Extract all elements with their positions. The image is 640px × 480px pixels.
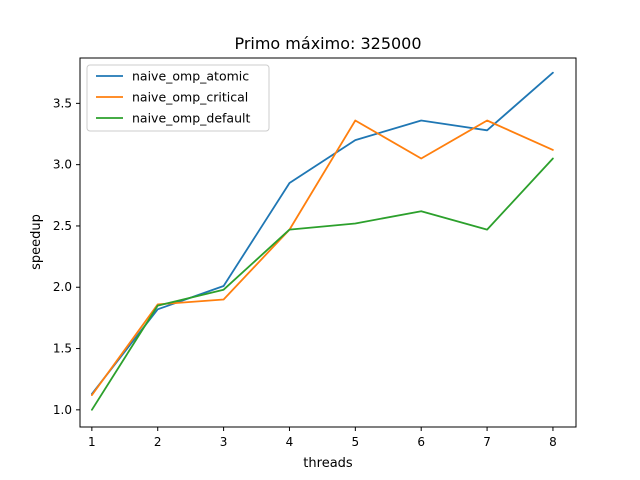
- y-tick-label: 3.5: [53, 96, 72, 110]
- x-tick-label: 4: [286, 435, 294, 449]
- chart-title: Primo máximo: 325000: [234, 34, 421, 53]
- x-tick-label: 6: [417, 435, 425, 449]
- y-tick-label: 2.0: [53, 280, 72, 294]
- legend: naive_omp_atomic naive_omp_critical naive_…: [86, 64, 270, 132]
- y-tick-label: 1.5: [53, 342, 72, 356]
- x-tick-label: 8: [549, 435, 557, 449]
- x-axis-label: threads: [303, 456, 353, 471]
- x-tick-label: 7: [483, 435, 491, 449]
- x-axis: 1 2 3 4 5 6 7 8: [88, 427, 557, 449]
- y-tick-label: 1.0: [53, 403, 72, 417]
- y-axis: 1.0 1.5 2.0 2.5 3.0 3.5: [53, 96, 80, 417]
- plot-lines: [91, 71, 554, 411]
- legend-label: naive_omp_default: [132, 111, 250, 126]
- series-line-naive-omp-default: [91, 157, 554, 411]
- x-tick-label: 5: [352, 435, 360, 449]
- legend-label: naive_omp_atomic: [132, 69, 249, 84]
- series-line-naive-omp-atomic: [91, 71, 554, 395]
- y-tick-label: 2.5: [53, 219, 72, 233]
- x-tick-label: 1: [88, 435, 96, 449]
- legend-box: [86, 64, 270, 132]
- plot-area-frame: [79, 57, 577, 428]
- x-tick-label: 3: [220, 435, 228, 449]
- y-tick-label: 3.0: [53, 158, 72, 172]
- legend-label: naive_omp_critical: [132, 90, 248, 105]
- x-tick-label: 2: [154, 435, 162, 449]
- y-axis-label: speedup: [29, 214, 44, 270]
